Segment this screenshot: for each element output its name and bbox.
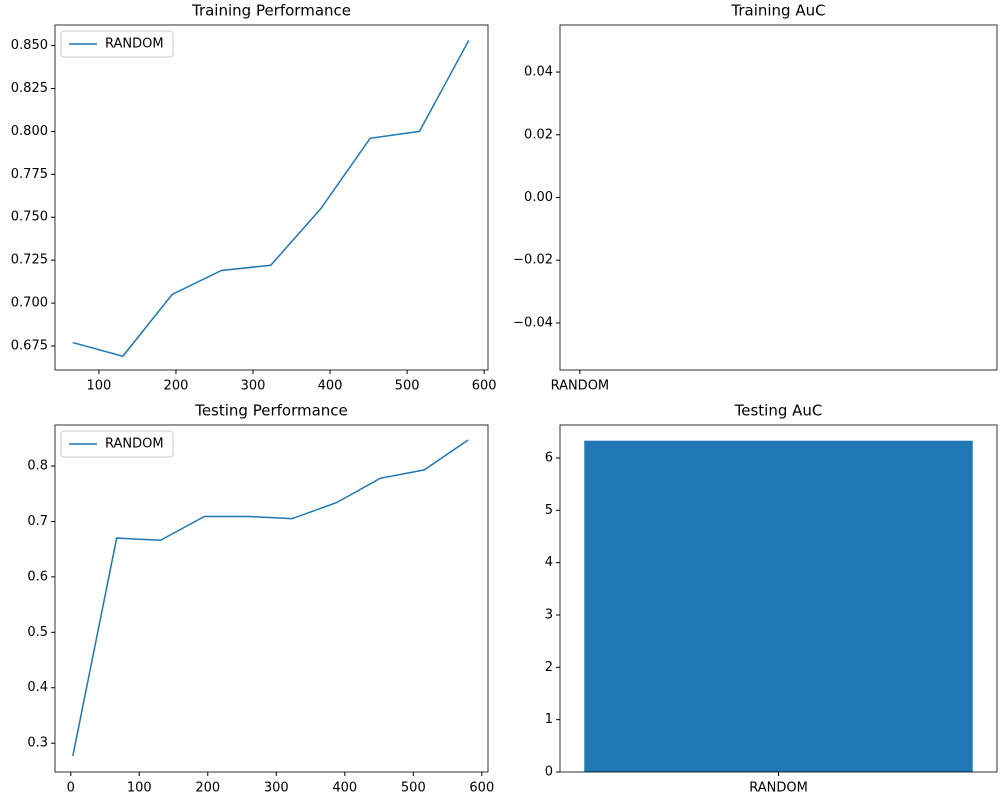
y-tick-label: 0.04 bbox=[524, 65, 553, 80]
axes-frame bbox=[54, 24, 489, 371]
chart-title: Testing Performance bbox=[194, 402, 348, 420]
y-tick-label: 0.5 bbox=[27, 625, 48, 640]
chart-title: Training AuC bbox=[730, 2, 825, 20]
legend-box bbox=[60, 30, 174, 58]
y-tick-label: 0.850 bbox=[11, 38, 48, 53]
x-tick-label: 500 bbox=[395, 379, 420, 394]
x-tick-label: 600 bbox=[469, 781, 494, 796]
x-tick-label: 200 bbox=[164, 379, 189, 394]
legend-label: RANDOM bbox=[105, 437, 164, 452]
series-line bbox=[72, 40, 470, 358]
x-tick-label: 100 bbox=[87, 379, 112, 394]
y-tick-label: 0.00 bbox=[524, 190, 553, 205]
x-tick-label: 200 bbox=[195, 781, 220, 796]
x-tick-label: 600 bbox=[472, 379, 497, 394]
y-tick-label: 5 bbox=[545, 503, 553, 518]
y-tick-label: 0.800 bbox=[11, 124, 48, 139]
chart-title: Testing AuC bbox=[734, 402, 823, 420]
y-tick-label: 0.6 bbox=[27, 569, 48, 584]
y-tick-label: 0.700 bbox=[11, 296, 48, 311]
y-tick-label: 0.02 bbox=[524, 127, 553, 142]
axes-frame bbox=[559, 24, 998, 371]
y-tick-label: 0.4 bbox=[27, 680, 48, 695]
y-tick-label: 4 bbox=[545, 555, 553, 570]
y-tick-label: 0 bbox=[545, 765, 553, 780]
chart-title: Training Performance bbox=[191, 2, 351, 20]
legend-label: RANDOM bbox=[105, 37, 164, 52]
y-tick-label: 2 bbox=[545, 660, 553, 675]
y-tick-label: 0.7 bbox=[27, 514, 48, 529]
y-tick-label: 1 bbox=[545, 712, 553, 727]
x-tick-label: RANDOM bbox=[749, 781, 808, 796]
x-tick-label: 300 bbox=[264, 781, 289, 796]
y-tick-label: 0.675 bbox=[11, 338, 48, 353]
x-tick-label: 400 bbox=[332, 781, 357, 796]
legend-box bbox=[60, 430, 174, 458]
series-line bbox=[72, 439, 469, 757]
bar bbox=[584, 440, 973, 772]
x-tick-label: 500 bbox=[401, 781, 426, 796]
y-tick-label: 0.3 bbox=[27, 736, 48, 751]
axes-frame bbox=[54, 424, 489, 773]
x-tick-label: 100 bbox=[127, 781, 152, 796]
y-tick-label: 6 bbox=[545, 450, 553, 465]
axes-frame bbox=[559, 424, 998, 773]
y-tick-label: 0.825 bbox=[11, 81, 48, 96]
y-tick-label: −0.02 bbox=[513, 253, 553, 268]
y-tick-label: 3 bbox=[545, 607, 553, 622]
x-tick-label: 400 bbox=[318, 379, 343, 394]
x-tick-label: RANDOM bbox=[551, 379, 610, 394]
y-tick-label: 0.8 bbox=[27, 459, 48, 474]
x-tick-label: 0 bbox=[67, 781, 75, 796]
y-tick-label: 0.775 bbox=[11, 167, 48, 182]
y-tick-label: 0.750 bbox=[11, 210, 48, 225]
y-tick-label: 0.725 bbox=[11, 253, 48, 268]
x-tick-label: 300 bbox=[241, 379, 266, 394]
y-tick-label: −0.04 bbox=[513, 315, 553, 330]
